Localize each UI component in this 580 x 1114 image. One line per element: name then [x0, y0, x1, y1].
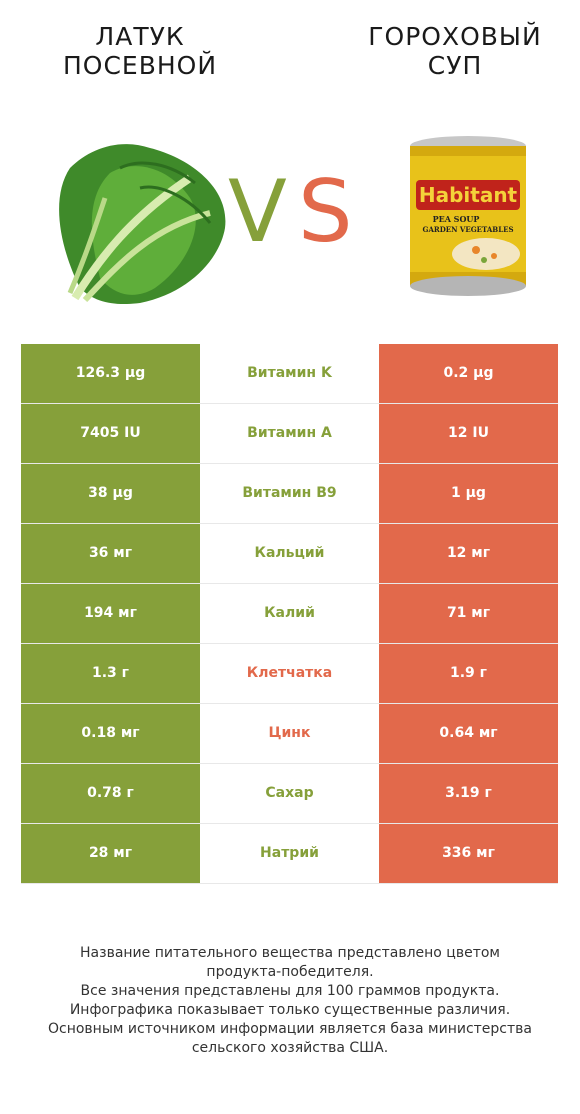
- table-row: 28 мг Натрий 336 мг: [21, 824, 558, 884]
- left-value-cell: 38 µg: [21, 464, 200, 523]
- right-value-cell: 0.64 мг: [379, 704, 558, 763]
- table-row: 194 мг Калий 71 мг: [21, 584, 558, 644]
- row-divider: [21, 643, 558, 644]
- right-value-cell: 0.2 µg: [379, 344, 558, 403]
- nutrient-name-cell: Витамин K: [200, 344, 379, 403]
- can-line1: PEA SOUP: [433, 214, 480, 224]
- right-value-cell: 3.19 г: [379, 764, 558, 823]
- footer-line: Все значения представлены для 100 граммо…: [80, 983, 500, 999]
- nutrient-name-cell: Витамин B9: [200, 464, 379, 523]
- right-value-cell: 1.9 г: [379, 644, 558, 703]
- right-value-cell: 1 µg: [379, 464, 558, 523]
- footer-line: Основным источником информации является …: [48, 1021, 532, 1037]
- left-value-cell: 28 мг: [21, 824, 200, 883]
- table-row: 7405 IU Витамин A 12 IU: [21, 404, 558, 464]
- table-row: 38 µg Витамин B9 1 µg: [21, 464, 558, 524]
- nutrient-name-cell: Кальций: [200, 524, 379, 583]
- lettuce-image: [59, 144, 226, 305]
- table-row: 0.18 мг Цинк 0.64 мг: [21, 704, 558, 764]
- nutrient-name-cell: Витамин A: [200, 404, 379, 463]
- right-value-cell: 71 мг: [379, 584, 558, 643]
- footer-line: Название питательного вещества представл…: [80, 945, 500, 961]
- vs-label: V S: [222, 162, 358, 262]
- row-divider: [21, 823, 558, 824]
- left-value-cell: 7405 IU: [21, 404, 200, 463]
- footer-line: продукта-победителя.: [206, 964, 374, 980]
- row-divider: [21, 523, 558, 524]
- row-divider: [21, 703, 558, 704]
- right-product-title: ГОРОХОВЫЙ СУП: [335, 22, 575, 80]
- nutrient-name-cell: Калий: [200, 584, 379, 643]
- table-row: 36 мг Кальций 12 мг: [21, 524, 558, 584]
- left-value-cell: 0.18 мг: [21, 704, 200, 763]
- table-row: 0.78 г Сахар 3.19 г: [21, 764, 558, 824]
- right-value-cell: 12 мг: [379, 524, 558, 583]
- row-divider: [21, 583, 558, 584]
- vs-v-letter: V: [228, 162, 287, 262]
- left-product-title: ЛАТУК ПОСЕВНОЙ: [20, 22, 260, 80]
- soup-can-image: Habitant PEA SOUP GARDEN VEGETABLES: [410, 136, 526, 296]
- left-title-line1: ЛАТУК: [95, 22, 185, 51]
- right-title-line1: ГОРОХОВЫЙ: [368, 22, 542, 51]
- right-value-cell: 12 IU: [379, 404, 558, 463]
- left-value-cell: 36 мг: [21, 524, 200, 583]
- left-value-cell: 1.3 г: [21, 644, 200, 703]
- can-line2: GARDEN VEGETABLES: [422, 225, 513, 234]
- table-row: 126.3 µg Витамин K 0.2 µg: [21, 344, 558, 404]
- left-value-cell: 126.3 µg: [21, 344, 200, 403]
- right-title-line2: СУП: [427, 51, 483, 80]
- can-brand: Habitant: [419, 183, 518, 207]
- nutrient-name-cell: Натрий: [200, 824, 379, 883]
- left-value-cell: 194 мг: [21, 584, 200, 643]
- footer-note: Название питательного вещества представл…: [10, 944, 570, 1058]
- nutrient-name-cell: Клетчатка: [200, 644, 379, 703]
- vs-s-letter: S: [298, 162, 353, 262]
- row-divider: [21, 403, 558, 404]
- nutrient-name-cell: Цинк: [200, 704, 379, 763]
- footer-line: сельского хозяйства США.: [191, 1040, 389, 1056]
- nutrient-name-cell: Сахар: [200, 764, 379, 823]
- table-row: 1.3 г Клетчатка 1.9 г: [21, 644, 558, 704]
- footer-line: Инфографика показывает только существенн…: [69, 1002, 511, 1018]
- row-divider: [21, 883, 558, 884]
- left-title-line2: ПОСЕВНОЙ: [62, 51, 218, 80]
- row-divider: [21, 463, 558, 464]
- right-value-cell: 336 мг: [379, 824, 558, 883]
- left-value-cell: 0.78 г: [21, 764, 200, 823]
- row-divider: [21, 763, 558, 764]
